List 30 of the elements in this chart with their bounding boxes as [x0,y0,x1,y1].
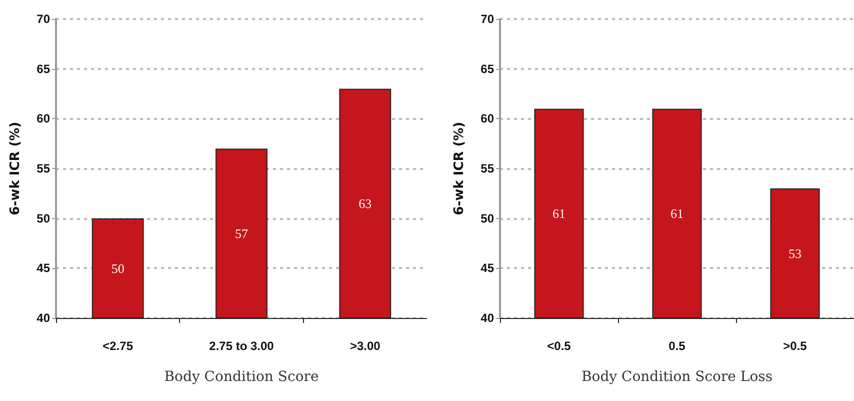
y-tick-label: 55 [480,162,494,176]
y-tick-label: 45 [36,261,50,276]
y-tick-label: 60 [480,112,494,126]
y-tick-label: 45 [480,261,494,276]
data-label: 63 [358,196,372,212]
y-tick-label: 65 [480,62,494,76]
data-label: 61 [670,206,684,222]
data-label: 61 [552,206,566,222]
x-tick-label: >3.00 [350,339,381,353]
x-axis-title: Body Condition Score [164,369,319,385]
x-tick-label: 0.5 [668,339,686,353]
y-tick-label: 55 [36,162,50,176]
y-tick-label: 50 [36,211,50,226]
y-tick-label: 65 [36,62,50,76]
data-label: 53 [788,246,802,261]
y-axis-title: 6-wk ICR (%) [452,122,467,216]
x-tick-label: <2.75 [102,339,134,353]
x-tick-label: >0.5 [783,339,808,353]
data-label: 57 [235,226,248,242]
x-axis-title: Body Condition Score Loss [581,369,773,385]
y-tick-label: 60 [36,112,50,126]
x-tick-label: <0.5 [547,339,572,353]
y-tick-label: 70 [480,12,494,26]
y-tick-label: 50 [480,211,494,226]
data-label: 50 [111,260,124,276]
y-tick-label: 70 [36,12,50,26]
y-axis-title: 6-wk ICR (%) [8,122,23,216]
y-tick-label: 40 [480,311,494,325]
x-tick-label: 2.75 to 3.00 [209,339,274,353]
y-tick-label: 40 [36,311,50,325]
